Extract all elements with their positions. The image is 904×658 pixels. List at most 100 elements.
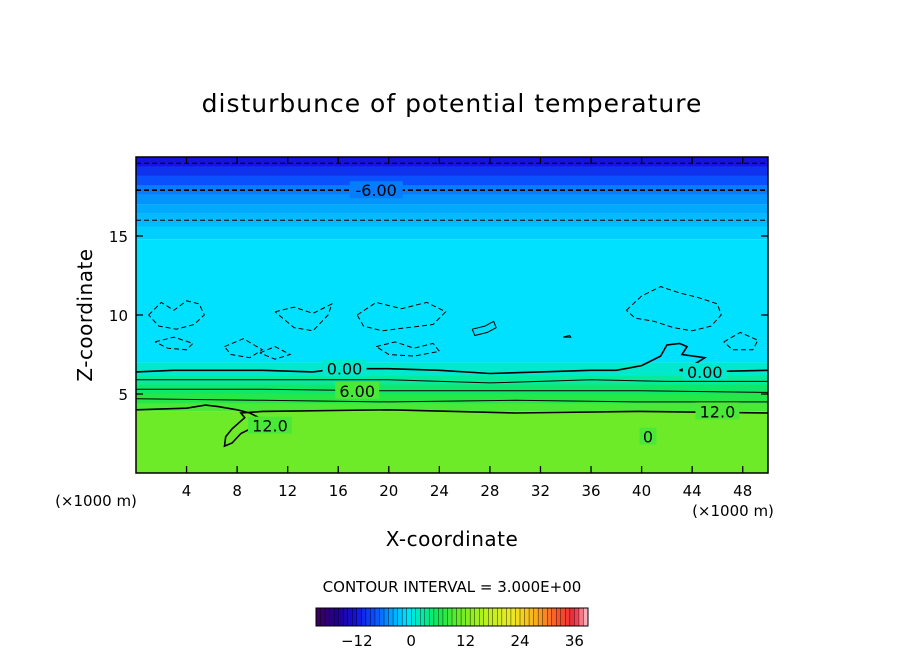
contour-line <box>259 346 292 360</box>
colorbar-cell <box>460 607 467 627</box>
colorbar-tick-label: −12 <box>341 632 373 650</box>
colorbar-cell <box>483 607 489 627</box>
field-layer <box>136 194 768 205</box>
x-axis-ticks: 4 8 12 16 20 24 28 32 36 40 44 48 <box>182 157 752 500</box>
colorbar-cell <box>547 607 553 627</box>
contour-label-bg <box>639 427 657 445</box>
contour-line <box>224 338 264 359</box>
colorbar-cell <box>356 607 362 627</box>
contour-label: -6.00 <box>355 181 396 200</box>
x-tick-label: 28 <box>480 482 499 500</box>
contour-line <box>136 404 768 448</box>
contour-line <box>356 301 447 332</box>
colorbar-cell <box>515 607 521 627</box>
x-tick-label: 20 <box>379 482 398 500</box>
contour-line <box>471 320 497 337</box>
colorbar-cell <box>488 607 494 627</box>
y-tick-label: 5 <box>118 386 128 404</box>
colorbar-cell <box>519 607 526 627</box>
colorbar-cell <box>397 607 403 627</box>
y-tick-label: 15 <box>109 228 128 246</box>
contour-label-bg <box>349 181 403 199</box>
y-axis-ticks: 5 10 15 <box>109 228 768 404</box>
colorbar-cell <box>524 607 530 627</box>
colorbar-cell <box>338 607 344 627</box>
contour-label-bg <box>247 416 292 434</box>
colorbar-cell <box>474 607 480 627</box>
filled-contour-field <box>136 157 768 473</box>
contour-line <box>136 342 768 375</box>
colorbar-tick-label: 36 <box>565 632 584 650</box>
contour-line <box>563 334 572 338</box>
contour-line <box>626 286 722 332</box>
field-layer <box>136 204 768 214</box>
colorbar-cell <box>429 607 435 627</box>
x-tick-label: 36 <box>581 482 600 500</box>
colorbar-cell <box>324 607 331 627</box>
colorbar-cell <box>320 607 326 627</box>
contour-label: 0.00 <box>687 363 723 382</box>
colorbar-cell <box>361 607 367 627</box>
colorbar-cell <box>401 607 408 627</box>
x-tick-label: 4 <box>182 482 192 500</box>
colorbar-cell <box>383 607 390 627</box>
colorbar-cell <box>492 607 498 627</box>
colorbar-tick-label: 0 <box>406 632 416 650</box>
x-tick-label: 40 <box>632 482 651 500</box>
contour-line <box>274 302 333 332</box>
colorbar-cell <box>501 607 507 627</box>
colorbar-cell <box>542 607 548 627</box>
contour-lines <box>136 162 768 448</box>
field-layer <box>136 411 768 473</box>
x-tick-label: 12 <box>278 482 297 500</box>
colorbar-cell <box>497 607 503 627</box>
x-tick-label: 44 <box>683 482 702 500</box>
colorbar-cell <box>347 607 353 627</box>
x-axis-label: X-coordinate <box>386 527 519 551</box>
colorbar-cell <box>578 607 584 627</box>
colorbar-frame <box>315 607 589 627</box>
field-layer <box>136 239 768 363</box>
colorbar-cell <box>411 607 417 627</box>
x-tick-label: 32 <box>531 482 550 500</box>
field-layer <box>136 384 768 394</box>
colorbar-cell <box>438 607 444 627</box>
colorbar-cell <box>537 607 544 627</box>
x-tick-label: 8 <box>232 482 242 500</box>
contour-label: 0.00 <box>327 360 363 379</box>
contour-label-bg <box>682 362 727 380</box>
x-unit-label-right: (×1000 m) <box>692 502 774 520</box>
contour-label: 0 <box>643 428 653 447</box>
colorbar-cell <box>447 607 453 627</box>
colorbar-tick-label: 24 <box>510 632 529 650</box>
colorbar-cell <box>506 607 512 627</box>
y-tick-label: 10 <box>109 307 128 325</box>
colorbar-cell <box>388 607 394 627</box>
colorbar-ticks: −12 0 12 24 36 <box>341 632 584 650</box>
colorbar-cell <box>565 607 571 627</box>
field-layer <box>136 166 768 176</box>
colorbar-cell <box>456 607 462 627</box>
field-layer <box>136 375 768 385</box>
colorbar-cell <box>343 607 349 627</box>
colorbar-cell <box>406 607 412 627</box>
x-tick-label: 24 <box>430 482 449 500</box>
field-layer <box>136 226 768 240</box>
colorbar-cell <box>528 607 535 627</box>
contour-label: 6.00 <box>339 382 375 401</box>
colorbar-cell <box>551 607 557 627</box>
contour-labels: -6.00 0.00 6.00 12.0 0.00 12.0 0 <box>247 181 740 447</box>
contour-label-bg <box>695 402 740 420</box>
colorbar-cell <box>420 607 426 627</box>
colorbar-cell <box>415 607 421 627</box>
field-layer <box>136 157 768 167</box>
colorbar-cell <box>365 607 371 627</box>
colorbar-cell <box>465 607 471 627</box>
colorbar-cell <box>451 607 458 627</box>
field-layer <box>136 403 768 412</box>
field-layer <box>136 175 768 186</box>
colorbar-cell <box>370 607 376 627</box>
colorbar-cell <box>352 607 358 627</box>
colorbar-cell <box>333 607 340 627</box>
